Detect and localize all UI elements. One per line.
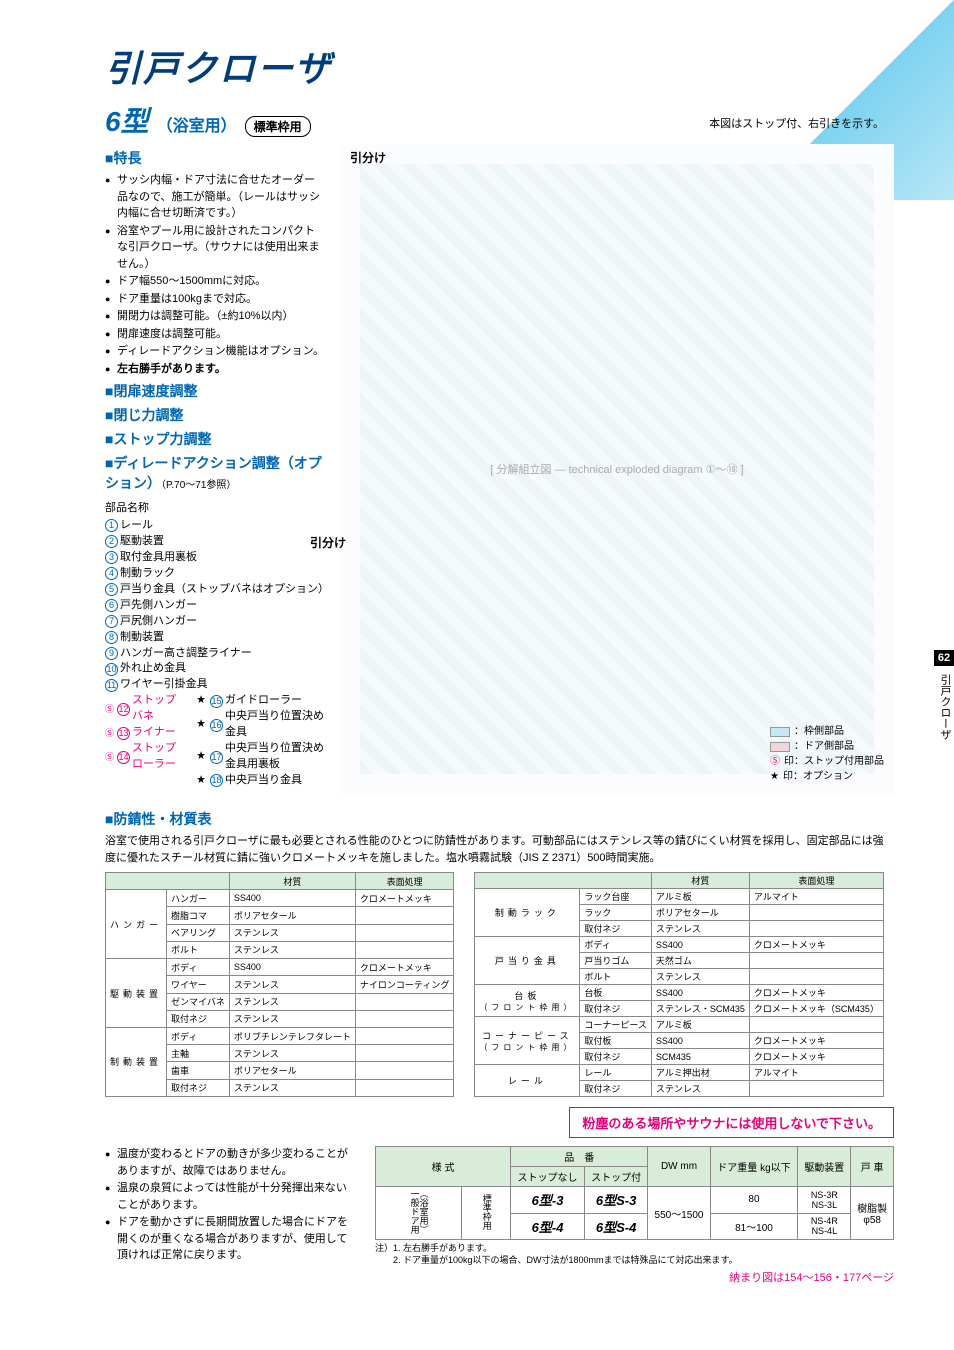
part-item: 8制動装置 (105, 630, 325, 646)
top-note: 本図はストップ付、右引きを示す。 (709, 115, 884, 131)
foot-link: 納まり図は154〜156・177ページ (375, 1269, 894, 1285)
legend-row: ：ドア側部品 (770, 739, 884, 754)
bottom-note-item: 温度が変わるとドアの動きが多少変わることがありますが、故障ではありません。 (105, 1146, 355, 1179)
parts-s-list: Ⓢ12ストップバネⓈ13ライナーⓈ14ストップローラー (105, 693, 186, 789)
part-item-s: Ⓢ13ライナー (105, 725, 186, 741)
parts-label: 部品名称 (105, 499, 325, 515)
diagram-label-hikiwake2: 引分け (310, 534, 346, 551)
part-number-icon: 2 (105, 535, 118, 548)
feature-item: 浴室やプール用に設計されたコンパクトな引戸クローザ。（サウナには使用出来ません。… (105, 223, 325, 273)
part-number-icon: 1 (105, 519, 118, 532)
feature-item: サッシ内幅・ドア寸法に合せたオーダー品なので、施工が簡単。（レールはサッシ内幅に… (105, 172, 325, 222)
part-item: 9ハンガー高さ調整ライナー (105, 646, 325, 662)
adjust-list: 閉扉速度調整閉じ力調整ストップ力調整ディレードアクション調整（オプション）（P.… (105, 381, 325, 493)
legend-mark-icon: ★ (770, 769, 779, 784)
spec-wrap: 様 式品 番DW mmドア重量 kg以下駆動装置戸 車ストップなしストップ付一般… (375, 1146, 894, 1285)
feature-item: ドア重量は100kgまで対応。 (105, 291, 325, 308)
part-item: 10外れ止め金具 (105, 661, 325, 677)
part-number-icon: 12 (117, 703, 130, 716)
left-column: 特長 サッシ内幅・ドア寸法に合せたオーダー品なので、施工が簡単。（レールはサッシ… (105, 144, 325, 794)
adjust-heading: ストップ力調整 (105, 429, 325, 449)
part-number-icon: 17 (210, 751, 223, 764)
part-item-s: Ⓢ14ストップローラー (105, 741, 186, 773)
legend-row: ★印：オプション (770, 769, 884, 784)
part-number-icon: 8 (105, 631, 118, 644)
feature-item: ドア幅550〜1500mmに対応。 (105, 273, 325, 290)
warning-box: 粉塵のある場所やサウナには使用しないで下さい。 (569, 1107, 894, 1138)
adjust-heading: ディレードアクション調整（オプション）（P.70〜71参照） (105, 453, 325, 493)
part-item-s: Ⓢ12ストップバネ (105, 693, 186, 725)
s-mark-icon: Ⓢ (105, 703, 114, 716)
part-number-icon: 6 (105, 599, 118, 612)
feature-item: ディレードアクション機能はオプション。 (105, 343, 325, 360)
legend-swatch (770, 742, 790, 752)
part-item: 11ワイヤー引掛金具 (105, 677, 325, 693)
model-number: 6型 (105, 100, 149, 140)
foot-notes: 注）1. 左右勝手があります。 2. ドア重量が100kg以下の場合、DW寸法が… (375, 1243, 894, 1266)
part-number-icon: 7 (105, 615, 118, 628)
adjust-heading: 閉じ力調整 (105, 405, 325, 425)
part-item-star: ★17中央戸当り位置決め金具用裏板 (196, 741, 325, 773)
legend: ：枠側部品：ドア側部品Ⓢ印：ストップ付用部品★印：オプション (770, 724, 884, 784)
s-mark-icon: Ⓢ (105, 751, 114, 764)
parts-star-list: ★15ガイドローラー★16中央戸当り位置決め金具★17中央戸当り位置決め金具用裏… (196, 693, 325, 789)
material-section: 防錆性・材質表 浴室で使用される引戸クローザに最も必要とされる性能のひとつに防錆… (105, 809, 894, 1097)
page-title: 引戸クローザ (105, 40, 894, 92)
part-item-star: ★18中央戸当り金具 (196, 773, 325, 789)
parts-list: 1レール2駆動装置3取付金具用裏板4制動ラック5戸当り金具（ストップバネはオプシ… (105, 518, 325, 693)
bottom-notes: 温度が変わるとドアの動きが多少変わることがありますが、故障ではありません。温泉の… (105, 1146, 355, 1265)
spec-table: 様 式品 番DW mmドア重量 kg以下駆動装置戸 車ストップなしストップ付一般… (375, 1146, 894, 1240)
material-table-left: 材質表面処理ハンガーハンガーSS400クロメートメッキ樹脂コマポリアセタールベア… (105, 872, 454, 1097)
star-icon: ★ (196, 749, 206, 765)
star-icon: ★ (196, 773, 206, 789)
legend-mark-icon: Ⓢ (770, 754, 780, 769)
exploded-diagram: 引分け 引分け [ 分解組立図 — technical exploded dia… (340, 144, 894, 794)
part-number-icon: 15 (210, 695, 223, 708)
bottom-note-item: ドアを動かさずに長期間放置した場合にドアを開くのが重くなる場合がありますが、使用… (105, 1214, 355, 1264)
features-list: サッシ内幅・ドア寸法に合せたオーダー品なので、施工が簡単。（レールはサッシ内幅に… (105, 172, 325, 377)
s-mark-icon: Ⓢ (105, 727, 114, 740)
part-item: 2駆動装置 (105, 534, 325, 550)
frame-badge: 標準枠用 (245, 116, 311, 137)
legend-swatch (770, 727, 790, 737)
part-number-icon: 13 (117, 727, 130, 740)
material-table-right: 材質表面処理制動ラックラック台座アルミ板アルマイトラックポリアセタール取付ネジス… (474, 872, 884, 1097)
part-number-icon: 14 (117, 751, 130, 764)
material-heading: 防錆性・材質表 (105, 809, 894, 829)
legend-row: Ⓢ印：ストップ付用部品 (770, 754, 884, 769)
part-number-icon: 11 (105, 679, 118, 692)
material-intro: 浴室で使用される引戸クローザに最も必要とされる性能のひとつに防錆性があります。可… (105, 833, 894, 866)
part-item-star: ★16中央戸当り位置決め金具 (196, 709, 325, 741)
feature-item: 閉扉速度は調整可能。 (105, 326, 325, 343)
part-number-icon: 18 (210, 774, 223, 787)
features-heading: 特長 (105, 148, 325, 168)
adjust-heading: 閉扉速度調整 (105, 381, 325, 401)
part-item: 3取付金具用裏板 (105, 550, 325, 566)
part-number-icon: 16 (210, 719, 223, 732)
part-number-icon: 3 (105, 551, 118, 564)
part-number-icon: 9 (105, 647, 118, 660)
model-subtitle: （浴室用） (157, 112, 237, 136)
part-item: 5戸当り金具（ストップバネはオプション） (105, 582, 325, 598)
part-number-icon: 10 (105, 663, 118, 676)
right-column: 引分け 引分け [ 分解組立図 — technical exploded dia… (340, 144, 894, 794)
feature-item: 開閉力は調整可能。（±約10%以内） (105, 308, 325, 325)
feature-item: 左右勝手があります。 (105, 361, 325, 378)
legend-row: ：枠側部品 (770, 724, 884, 739)
bottom-note-item: 温泉の泉質によっては性能が十分発揮出来ないことがあります。 (105, 1180, 355, 1213)
part-item-star: ★15ガイドローラー (196, 693, 325, 709)
part-item: 4制動ラック (105, 566, 325, 582)
part-item: 1レール (105, 518, 325, 534)
part-item: 7戸尻側ハンガー (105, 614, 325, 630)
part-number-icon: 5 (105, 583, 118, 596)
diagram-placeholder: [ 分解組立図 — technical exploded diagram ①〜⑱… (360, 164, 874, 774)
star-icon: ★ (196, 717, 206, 733)
part-number-icon: 4 (105, 567, 118, 580)
star-icon: ★ (196, 693, 206, 709)
part-item: 6戸先側ハンガー (105, 598, 325, 614)
